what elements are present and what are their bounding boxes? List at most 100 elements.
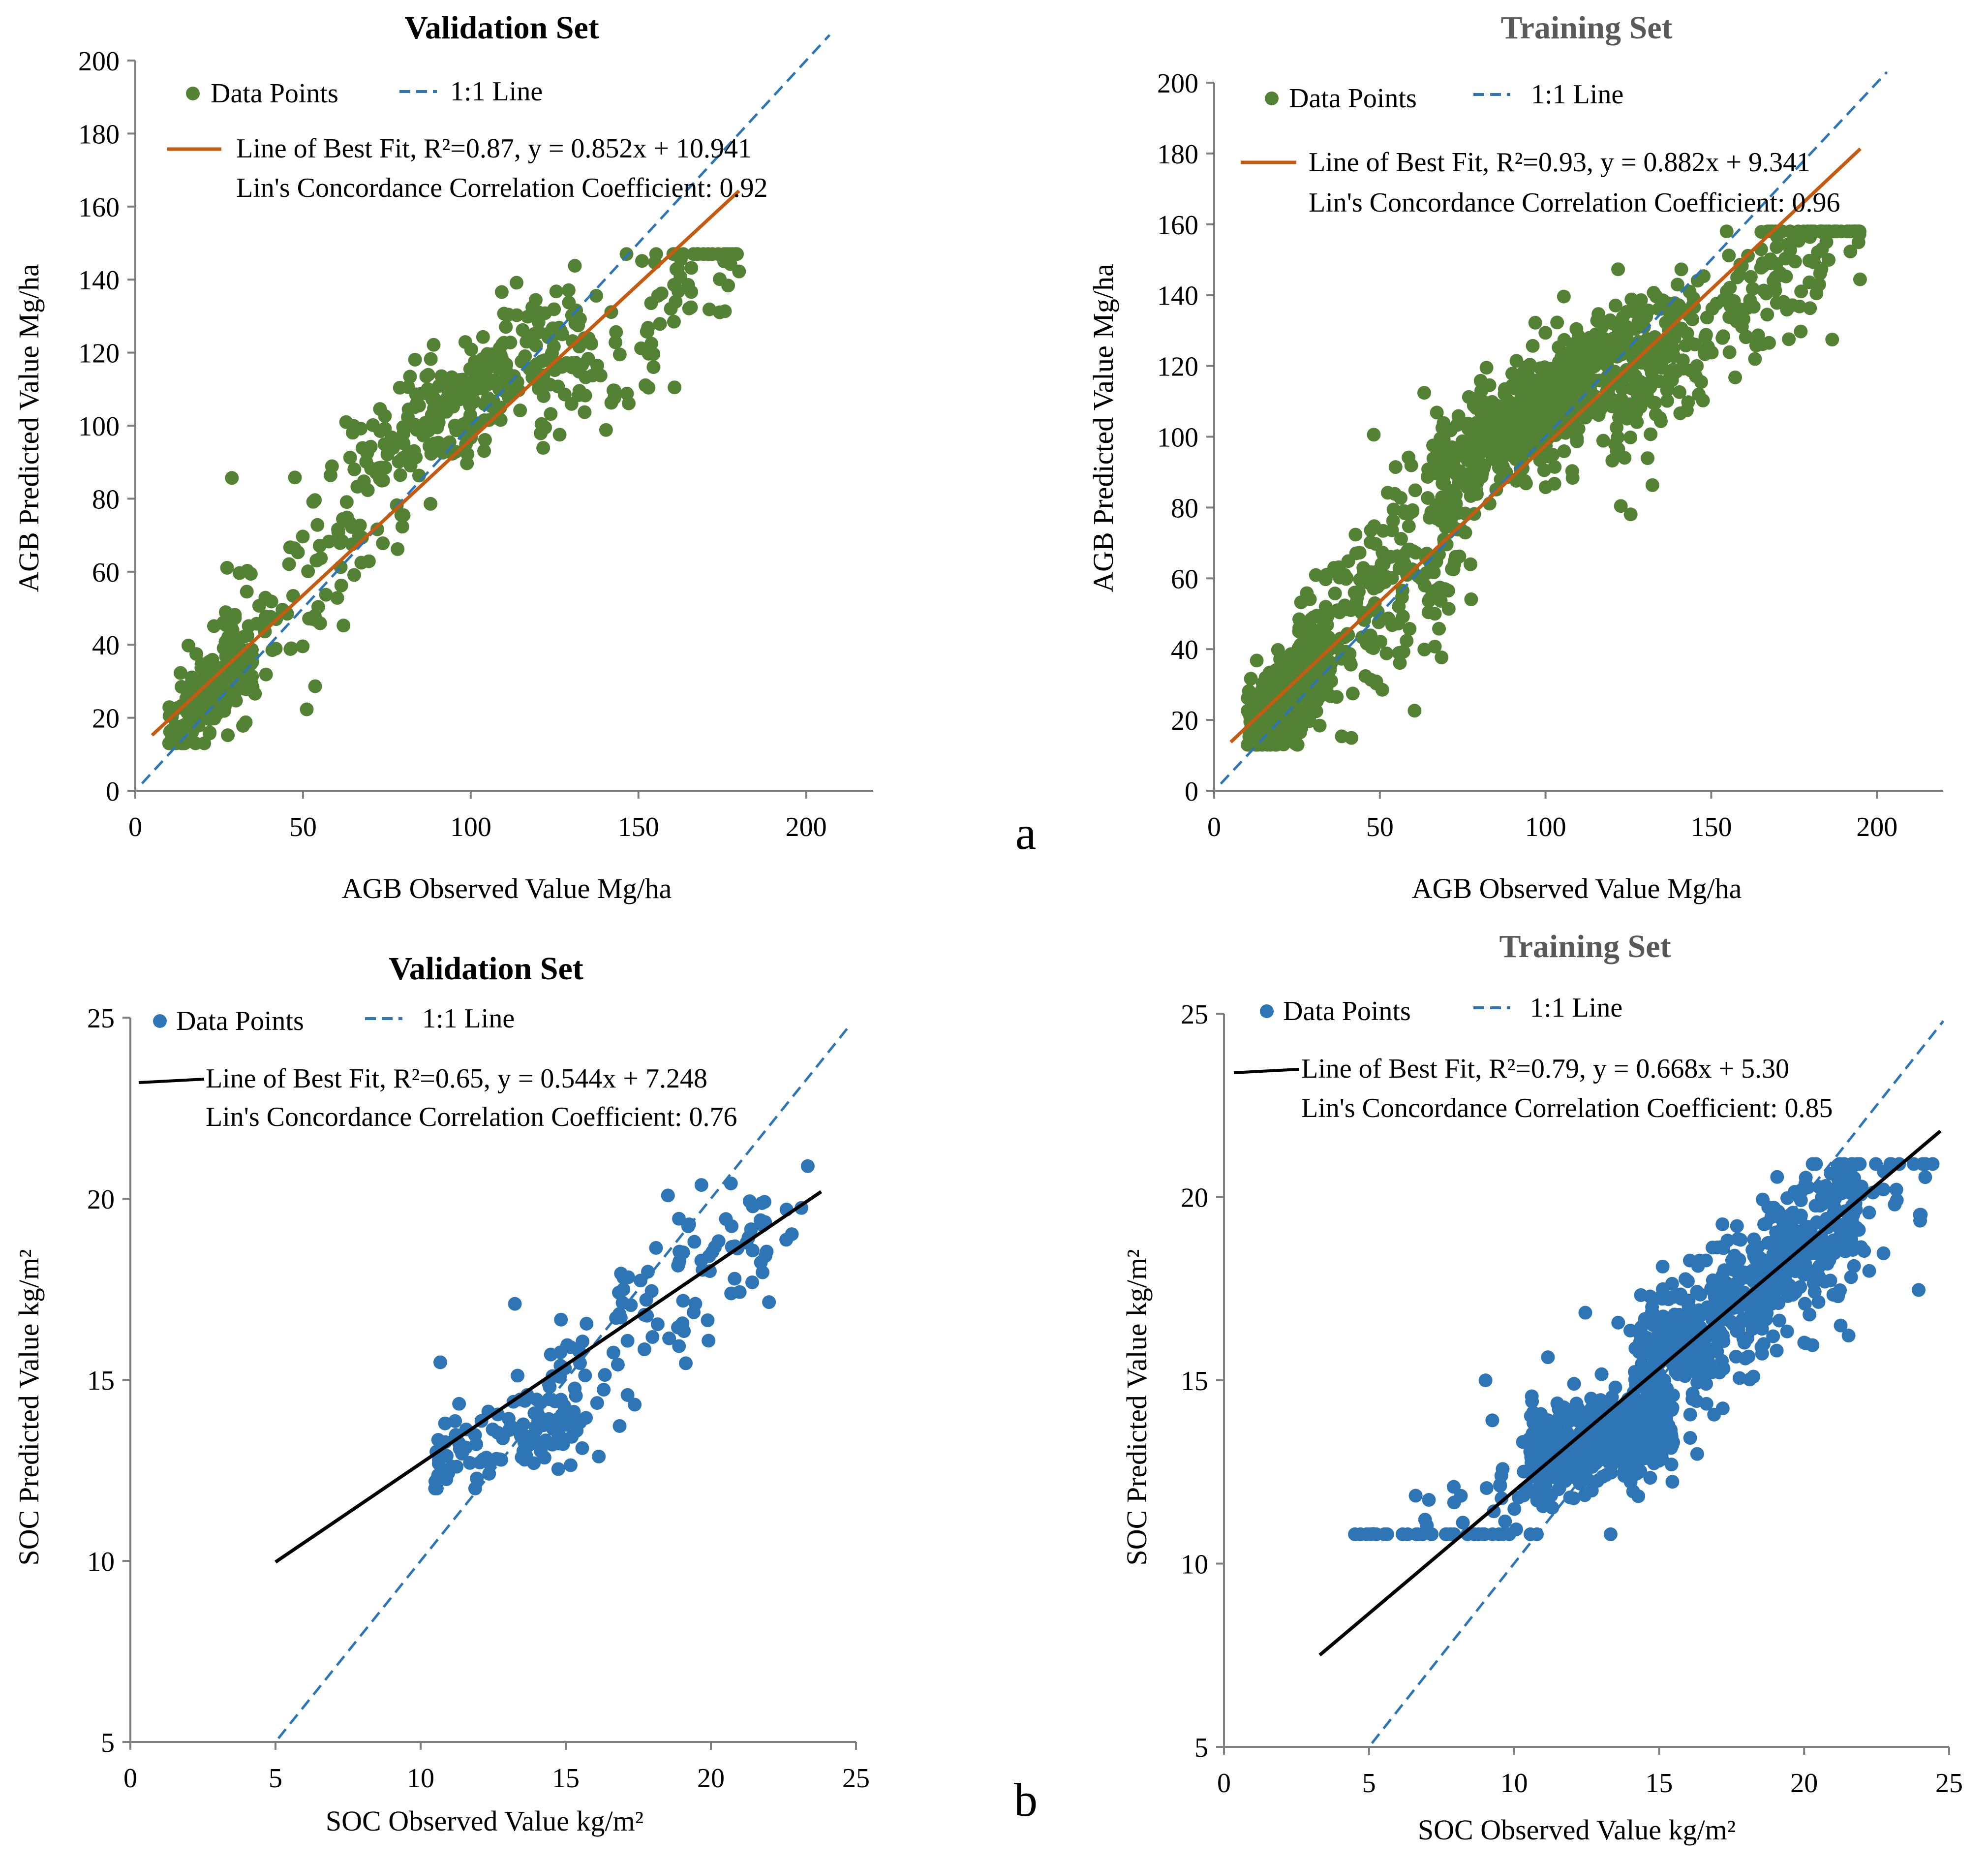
data-point: [611, 1358, 625, 1372]
data-point: [429, 1481, 444, 1495]
data-point: [1348, 1527, 1362, 1541]
data-point: [650, 1317, 665, 1332]
data-point: [1590, 313, 1604, 328]
x-axis-label: SOC Observed Value kg/m²: [1418, 1814, 1736, 1846]
x-tick-label: 20: [1790, 1768, 1818, 1799]
data-point: [1439, 507, 1454, 522]
data-point: [347, 568, 361, 582]
data-point: [1277, 737, 1291, 751]
y-axis-ticks: 5 10 15 20 25: [1181, 999, 1224, 1763]
data-point: [640, 325, 654, 339]
data-point: [563, 1458, 578, 1472]
data-point: [1742, 1349, 1756, 1364]
data-point: [497, 336, 511, 350]
data-point: [230, 635, 245, 650]
y-tick-label: 180: [78, 119, 120, 150]
data-point: [1913, 1213, 1927, 1228]
data-point: [409, 450, 423, 465]
data-point: [1494, 1469, 1508, 1483]
data-point: [510, 276, 524, 290]
x-tick-label: 100: [450, 812, 491, 842]
data-point: [753, 1213, 767, 1227]
data-point: [1825, 333, 1839, 347]
legend-fit-label: Line of Best Fit, R²=0.79, y = 0.668x + …: [1301, 1054, 1789, 1084]
data-point: [1815, 242, 1829, 256]
data-point: [1346, 686, 1360, 701]
y-axis-label: SOC Predicted Value kg/m²: [13, 1249, 45, 1566]
data-point: [1474, 469, 1489, 484]
data-point: [314, 551, 328, 565]
data-point: [1711, 1296, 1725, 1310]
data-point: [362, 554, 376, 568]
x-tick-label: 150: [618, 812, 659, 842]
data-point: [642, 380, 656, 395]
legend-points-marker: [1265, 92, 1279, 105]
data-point: [1418, 1513, 1432, 1527]
data-point: [668, 380, 682, 395]
data-point: [259, 609, 273, 623]
data-point: [1791, 224, 1805, 239]
data-point: [185, 719, 199, 733]
x-axis-ticks: 0 50 100 150 200: [128, 791, 827, 842]
y-tick-label: 40: [92, 630, 120, 661]
data-point: [1610, 444, 1624, 459]
y-tick-label: 10: [1181, 1550, 1208, 1580]
data-point: [473, 1456, 487, 1470]
data-point: [637, 1342, 651, 1357]
data-point: [1689, 1394, 1704, 1408]
y-tick-label: 25: [1181, 999, 1208, 1030]
data-point: [1723, 280, 1737, 295]
data-point: [1745, 1322, 1760, 1336]
data-point: [1541, 1350, 1555, 1365]
data-point: [1633, 400, 1648, 414]
x-axis-ticks: 0 5 10 15 20 25: [1217, 1747, 1963, 1799]
data-point: [1447, 1480, 1461, 1494]
data-point: [538, 353, 552, 368]
data-point: [1266, 691, 1281, 706]
data-point: [1451, 506, 1466, 520]
data-point: [225, 471, 239, 485]
data-point: [528, 293, 543, 307]
data-point: [1454, 466, 1468, 481]
data-point: [1782, 332, 1796, 346]
data-point: [300, 702, 314, 716]
data-point: [380, 447, 395, 462]
data-point: [1756, 337, 1770, 351]
data-point: [1699, 1253, 1713, 1268]
data-point: [518, 1394, 532, 1408]
data-point: [687, 1235, 702, 1249]
data-point: [1614, 499, 1628, 513]
data-point: [653, 317, 667, 331]
data-point: [1250, 653, 1264, 668]
data-point: [566, 1405, 581, 1419]
data-point: [1715, 1217, 1730, 1231]
data-point: [589, 289, 603, 303]
data-point: [1645, 1305, 1659, 1319]
data-point: [259, 667, 273, 682]
data-point: [1823, 1274, 1837, 1288]
data-point: [1660, 394, 1674, 408]
data-point: [1664, 1441, 1678, 1455]
data-point: [1728, 370, 1743, 384]
data-point: [1722, 345, 1737, 359]
x-tick-label: 0: [1217, 1768, 1231, 1799]
y-tick-label: 60: [92, 558, 120, 588]
data-point: [554, 1393, 568, 1407]
data-points: [1241, 224, 1867, 752]
data-point: [1388, 460, 1403, 474]
y-axis-label: AGB Predicted Value Mg/ha: [13, 264, 45, 592]
data-point: [1794, 284, 1808, 299]
legend-points-label: Data Points: [1289, 83, 1417, 114]
data-point: [1615, 393, 1629, 407]
data-point: [288, 470, 302, 485]
data-point: [1843, 245, 1858, 259]
y-tick-label: 140: [1157, 281, 1198, 311]
data-point: [1578, 1306, 1592, 1320]
data-point: [366, 418, 380, 432]
data-point: [1350, 591, 1364, 605]
data-point: [1857, 1244, 1871, 1258]
data-point: [671, 284, 685, 298]
data-point: [1339, 572, 1353, 586]
data-point: [1565, 464, 1579, 478]
